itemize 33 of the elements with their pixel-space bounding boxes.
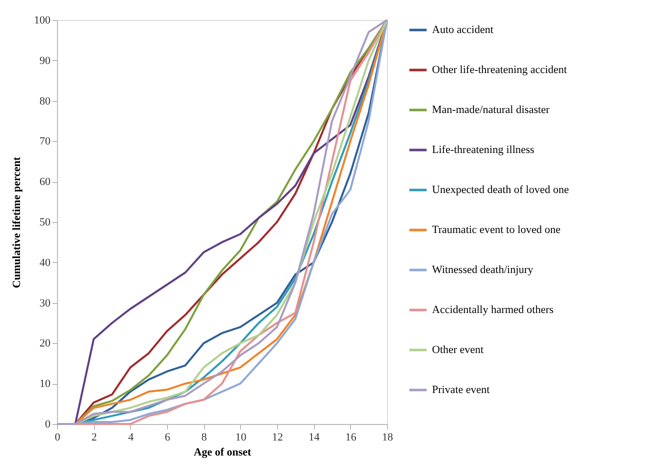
x-tick-label: 4	[128, 432, 134, 444]
x-tick-label: 16	[345, 432, 357, 444]
y-tick-label: 50	[40, 216, 51, 228]
y-tick-label: 20	[40, 338, 51, 350]
legend-label: Auto accident	[432, 24, 494, 36]
x-tick-label: 0	[54, 432, 61, 444]
x-tick-label: 6	[164, 432, 171, 444]
legend-label: Other event	[432, 344, 484, 356]
x-tick-label: 14	[308, 432, 320, 444]
y-tick-label: 10	[40, 378, 51, 390]
x-tick-label: 2	[91, 432, 97, 444]
legend-label: Life-threatening illness	[432, 144, 534, 156]
y-tick-label: 40	[40, 256, 51, 269]
legend-label: Traumatic event to loved one	[432, 224, 561, 236]
y-tick-label: 70	[40, 136, 51, 148]
legend-label: Unexpected death of loved one	[432, 184, 569, 196]
y-tick-label: 30	[40, 297, 51, 310]
legend-label: Witnessed death/injury	[432, 264, 534, 276]
x-tick-label: 12	[272, 432, 283, 444]
legend-label: Private event	[432, 384, 490, 396]
x-tick-label: 18	[382, 432, 394, 444]
y-tick-label: 90	[40, 54, 51, 67]
legend-label: Man-made/natural disaster	[432, 104, 550, 116]
legend-label: Accidentally harmed others	[432, 304, 554, 316]
y-tick-label: 80	[40, 95, 51, 108]
x-axis-title: Age of onset	[194, 446, 252, 458]
x-tick-label: 8	[201, 432, 208, 444]
y-axis-title: Cumulative lifetime percent	[11, 156, 23, 288]
x-tick-label: 10	[235, 432, 247, 444]
y-tick-label: 100	[34, 14, 51, 26]
y-tick-label: 60	[40, 176, 51, 188]
y-tick-label: 0	[45, 418, 51, 430]
legend-label: Other life-threatening accident	[432, 64, 567, 76]
